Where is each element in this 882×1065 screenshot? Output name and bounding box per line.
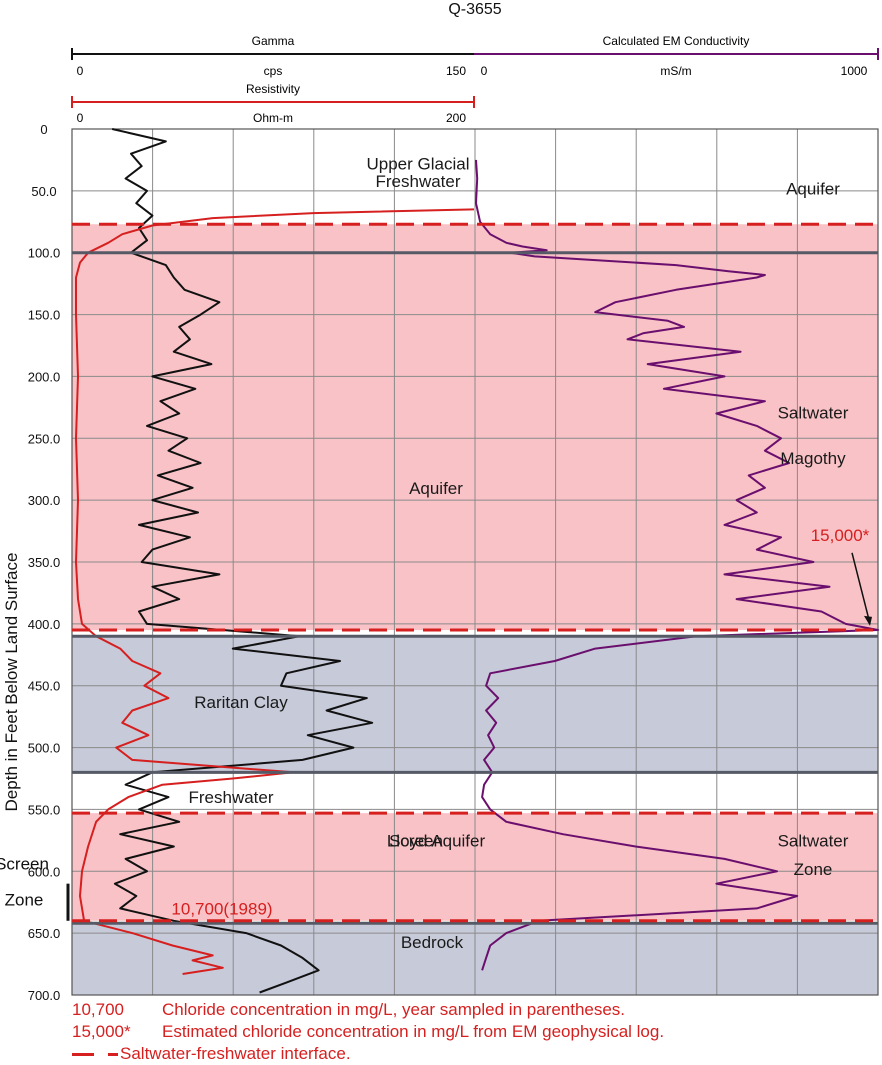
y-tick-label: 300.0	[28, 493, 61, 508]
y-tick-label: 200.0	[28, 369, 61, 384]
zone-label: Aquifer	[409, 479, 463, 498]
depth-axis: 0 50.0 100.0 150.0 200.0 250.0 300.0 350.0 400.0…	[2, 122, 60, 1000]
em-unit-label: mS/m	[660, 64, 691, 78]
em-max-label: 1000	[841, 64, 868, 78]
y-tick-label: 250.0	[28, 431, 61, 446]
zone-label: Lloyd Aquifer	[387, 831, 486, 850]
legend-row-chloride: 10,700 Chloride concentration in mg/L, ye…	[72, 1000, 625, 1020]
well-log-chart: Q-3655 Gamma 0 cps 150 Calculated EM Conducti…	[0, 1, 879, 1000]
curve-calculated-em-conductivity	[475, 159, 879, 971]
track-name-em-conductivity: Calculated EM Conductivity	[603, 34, 750, 48]
legend-dash-symbol	[72, 1053, 94, 1057]
curve-resistivity	[75, 208, 475, 975]
gamma-min-label: 0	[77, 64, 84, 78]
legend-text-interface: Saltwater-freshwater interface.	[120, 1044, 351, 1063]
zone-label: Freshwater	[188, 788, 273, 807]
y-axis-label: Depth in Feet Below Land Surface	[2, 553, 21, 812]
y-tick-label: 150.0	[28, 308, 61, 323]
y-tick-label: 100.0	[28, 246, 61, 261]
y-tick-label: 500.0	[28, 741, 61, 756]
screen-zone-label-2: Zone	[5, 891, 44, 910]
estimated-chloride-arrow	[851, 552, 871, 625]
legend-key-chloride: 10,700	[72, 1000, 124, 1019]
plot-frame	[71, 128, 879, 996]
track-header: Q-3655 Gamma 0 cps 150 Calculated EM Conducti…	[71, 1, 879, 125]
zone-labels: Upper Glacial Aquifer Freshwater Magothy Aqu…	[0, 155, 872, 952]
arrow-head	[864, 615, 872, 626]
legend-text-estimated: Estimated chloride concentration in mg/L…	[162, 1022, 665, 1041]
zone-label: Screen	[389, 831, 443, 850]
zone-label: Upper Glacial	[367, 155, 470, 174]
legend-dash-symbol-2	[108, 1053, 118, 1057]
y-tick-label: 50.0	[31, 184, 56, 199]
y-tick-label: 650.0	[28, 926, 61, 941]
interface-lines	[72, 222, 878, 925]
track-name-gamma: Gamma	[252, 34, 295, 48]
resistivity-unit-label: Ohm-m	[253, 111, 293, 125]
chart-title: Q-3655	[448, 1, 501, 18]
zone-label: Aquifer	[786, 179, 840, 198]
zone-label: Bedrock	[401, 933, 464, 952]
legend-row-estimated: 15,000* Estimated chloride concentration …	[72, 1022, 664, 1042]
zone-label: Magothy	[780, 449, 846, 468]
legend-text-chloride: Chloride concentration in mg/L, year sam…	[162, 1000, 626, 1019]
sampled-chloride-label: 10,700(1989)	[171, 899, 272, 918]
y-tick-label: 550.0	[28, 802, 61, 817]
legend-key-estimated: 15,000*	[72, 1022, 131, 1041]
y-tick-label: 700.0	[28, 988, 61, 1000]
y-tick-label: 0	[40, 122, 47, 137]
gamma-max-label: 150	[446, 64, 466, 78]
zone-label: Freshwater	[375, 172, 460, 191]
legend-row-interface: Saltwater-freshwater interface.	[72, 1044, 351, 1064]
resistivity-min-label: 0	[77, 111, 84, 125]
gamma-unit-label: cps	[264, 64, 283, 78]
log-curves	[75, 128, 879, 994]
y-tick-label: 600.0	[28, 864, 61, 879]
legend: 10,700 Chloride concentration in mg/L, ye…	[0, 1000, 882, 1065]
y-tick-label: 350.0	[28, 555, 61, 570]
zone-label: Zone	[794, 860, 833, 879]
em-min-label: 0	[481, 64, 488, 78]
y-tick-label: 450.0	[28, 679, 61, 694]
zone-label: Saltwater	[778, 403, 849, 422]
resistivity-max-label: 200	[446, 111, 466, 125]
grid-lines	[71, 128, 879, 996]
zone-label: Saltwater	[778, 831, 849, 850]
track-name-resistivity: Resistivity	[246, 82, 300, 96]
curve-gamma	[111, 128, 374, 994]
estimated-chloride-label: 15,000*	[811, 526, 870, 545]
y-tick-label: 400.0	[28, 617, 61, 632]
screen-zone-label-1: Screen	[0, 855, 49, 874]
zone-label: Raritan Clay	[194, 693, 288, 712]
